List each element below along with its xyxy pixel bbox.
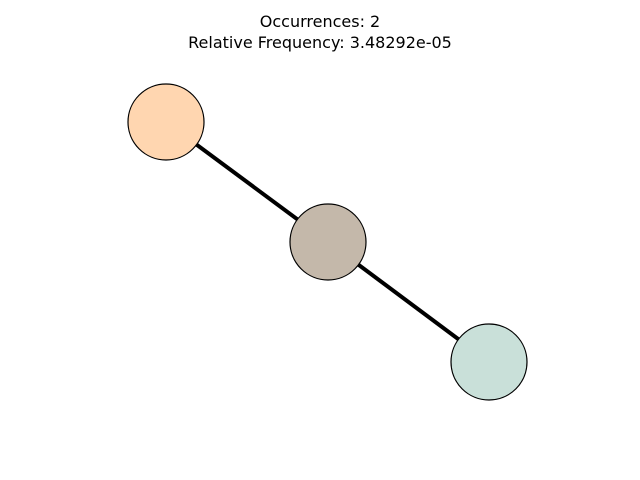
node-1 [127, 83, 205, 161]
node-3 [450, 323, 528, 401]
occurrences-label: Occurrences: 2 [259, 12, 381, 31]
nodes-layer [127, 83, 528, 401]
node-2 [289, 203, 367, 281]
relative-frequency-label: Relative Frequency: 3.48292e-05 [188, 33, 452, 52]
figure-title: Occurrences: 2 Relative Frequency: 3.482… [0, 11, 640, 53]
